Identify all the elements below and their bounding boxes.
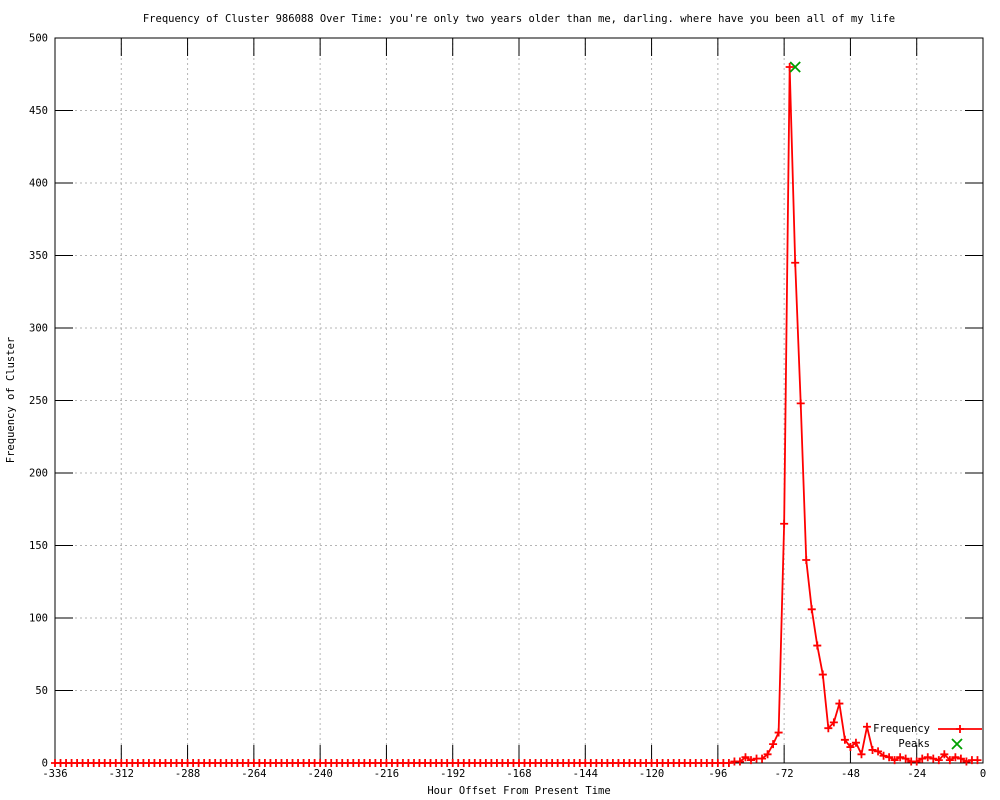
x-tick-label: -24: [907, 768, 926, 780]
y-tick-label: 500: [29, 33, 48, 45]
y-tick-label: 150: [29, 540, 48, 552]
x-tick-label: -72: [775, 768, 794, 780]
peaks-point-marker: [789, 61, 801, 73]
frequency-point-markers: [51, 63, 982, 767]
y-tick-label: 250: [29, 395, 48, 407]
x-tick-label: -144: [573, 768, 598, 780]
y-tick-label: 50: [35, 685, 48, 697]
x-tick-label: -168: [506, 768, 531, 780]
legend-frequency-label: Frequency: [873, 723, 930, 735]
x-tick-label: -312: [109, 768, 134, 780]
x-tick-label: -96: [708, 768, 727, 780]
y-tick-label: 450: [29, 105, 48, 117]
x-tick-label: -192: [440, 768, 465, 780]
x-tick-label: -288: [175, 768, 200, 780]
legend-frequency-sample-marker: [956, 725, 964, 733]
y-tick-label: 350: [29, 250, 48, 262]
x-tick-label: -240: [307, 768, 332, 780]
x-tick-label: -264: [241, 768, 266, 780]
x-tick-label: -216: [374, 768, 399, 780]
x-axis-label: Hour Offset From Present Time: [427, 785, 611, 797]
y-tick-label: 300: [29, 323, 48, 335]
x-tick-label: -48: [841, 768, 860, 780]
legend-peaks-label: Peaks: [898, 738, 930, 750]
x-tick-label: -336: [42, 768, 67, 780]
y-tick-label: 200: [29, 468, 48, 480]
x-tick-label: 0: [980, 768, 986, 780]
legend-peaks-sample-marker: [951, 738, 963, 750]
y-tick-label: 0: [42, 758, 48, 770]
frequency-series-line: [55, 66, 978, 764]
y-tick-label: 400: [29, 178, 48, 190]
x-tick-label: -120: [639, 768, 664, 780]
y-tick-label: 100: [29, 613, 48, 625]
chart-title: Frequency of Cluster 986088 Over Time: y…: [142, 13, 896, 25]
